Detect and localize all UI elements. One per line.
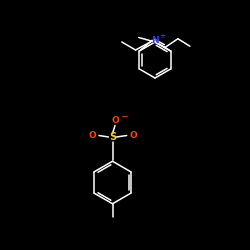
Text: +: + — [159, 32, 165, 38]
Text: O: O — [112, 116, 120, 125]
Text: O: O — [130, 130, 137, 140]
Text: N: N — [151, 36, 159, 45]
Text: O: O — [88, 130, 96, 140]
Text: −: − — [120, 112, 127, 120]
Text: S: S — [109, 132, 116, 142]
